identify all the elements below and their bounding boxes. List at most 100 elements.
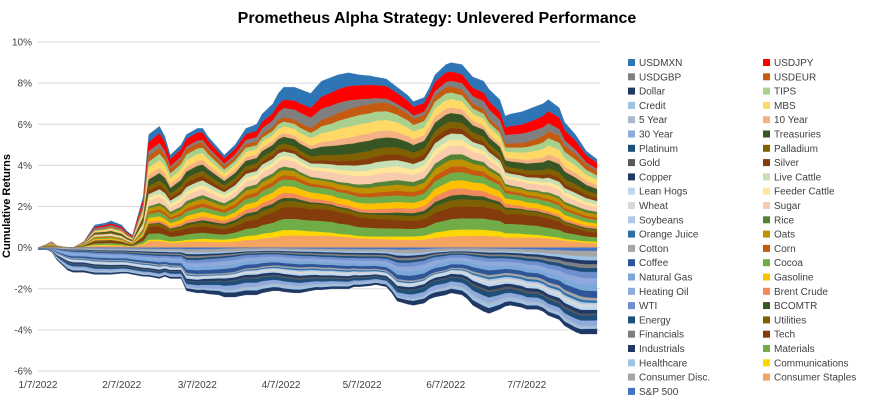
- x-tick-label: 2/7/2022: [102, 380, 141, 391]
- y-tick-label: 10%: [12, 38, 32, 49]
- legend-swatch-tips: [763, 87, 770, 95]
- legend-swatch-usdeur: [763, 73, 770, 81]
- legend-swatch-rice: [763, 216, 770, 224]
- legend-label-rice: Rice: [774, 215, 794, 226]
- legend-swatch-dollar: [628, 87, 635, 95]
- legend-label-gold: Gold: [639, 158, 660, 169]
- legend-swatch-lean-hogs: [628, 187, 635, 195]
- y-tick-label: -6%: [14, 367, 32, 378]
- legend-swatch-credit: [628, 101, 635, 109]
- y-tick-label: -2%: [14, 284, 32, 295]
- legend-swatch-healthcare: [628, 359, 635, 367]
- legend-label-financials: Financials: [639, 330, 684, 341]
- legend-label-energy: Energy: [639, 315, 671, 326]
- legend-swatch-usdjpy: [763, 59, 770, 66]
- legend-swatch-financials: [628, 330, 635, 338]
- y-tick-label: 0%: [18, 243, 33, 254]
- legend-swatch-gold: [628, 159, 635, 167]
- legend-label-copper: Copper: [639, 172, 672, 183]
- legend-swatch-corn: [763, 244, 770, 252]
- legend-swatch-consumer-staples: [763, 373, 770, 381]
- legend-label-s-p-500: S&P 500: [639, 387, 679, 398]
- y-tick-label: -4%: [14, 325, 32, 336]
- legend-label-coffee: Coffee: [639, 258, 669, 269]
- legend-swatch-oats: [763, 230, 770, 238]
- legend-label-lean-hogs: Lean Hogs: [639, 187, 687, 198]
- legend-swatch-s-p-500: [628, 387, 635, 395]
- legend-label-soybeans: Soybeans: [639, 215, 683, 226]
- legend-swatch-silver: [763, 159, 770, 167]
- legend-swatch-gasoline: [763, 273, 770, 281]
- legend-swatch-brent-crude: [763, 287, 770, 295]
- y-tick-label: 8%: [18, 79, 33, 90]
- legend-label-gasoline: Gasoline: [774, 273, 814, 284]
- legend-swatch-wti: [628, 302, 635, 310]
- legend: USDMXN USDJPY USDGBP USDEUR Dollar TIPS Credit…: [628, 58, 856, 398]
- legend-label-tips: TIPS: [774, 87, 797, 98]
- legend-swatch-5-year: [628, 116, 635, 124]
- stacked-areas: [37, 62, 598, 335]
- legend-label-wti: WTI: [639, 301, 657, 312]
- legend-swatch-palladium: [763, 144, 770, 152]
- legend-label-feeder-cattle: Feeder Cattle: [774, 187, 835, 198]
- legend-swatch-bcomtr: [763, 302, 770, 310]
- legend-swatch-tech: [763, 330, 770, 338]
- legend-label-30-year: 30 Year: [639, 130, 674, 141]
- legend-label-palladium: Palladium: [774, 144, 818, 155]
- legend-label-usdjpy: USDJPY: [774, 58, 814, 69]
- x-tick-label: 6/7/2022: [426, 380, 465, 391]
- legend-swatch-treasuries: [763, 130, 770, 138]
- legend-swatch-communications: [763, 359, 770, 367]
- legend-label-healthcare: Healthcare: [639, 358, 688, 369]
- legend-label-natural-gas: Natural Gas: [639, 273, 692, 284]
- y-tick-label: 4%: [18, 161, 33, 172]
- legend-swatch-30-year: [628, 130, 635, 138]
- legend-label-consumer-staples: Consumer Staples: [774, 373, 856, 384]
- legend-label-bcomtr: BCOMTR: [774, 301, 817, 312]
- area-series-s-p-500: [38, 247, 598, 251]
- legend-swatch-cotton: [628, 244, 635, 252]
- legend-swatch-industrials: [628, 345, 635, 352]
- legend-swatch-wheat: [628, 202, 635, 209]
- legend-label-usdmxn: USDMXN: [639, 58, 682, 69]
- legend-label-consumer-disc-: Consumer Disc.: [639, 373, 710, 384]
- legend-swatch-consumer-disc-: [628, 373, 635, 381]
- legend-swatch-materials: [763, 345, 770, 352]
- legend-label-dollar: Dollar: [639, 87, 666, 98]
- legend-swatch-heating-oil: [628, 287, 635, 295]
- legend-swatch-feeder-cattle: [763, 187, 770, 195]
- legend-swatch-energy: [628, 316, 635, 324]
- legend-label-5-year: 5 Year: [639, 115, 668, 126]
- legend-label-orange-juice: Orange Juice: [639, 230, 699, 241]
- legend-label-brent-crude: Brent Crude: [774, 287, 828, 298]
- legend-swatch-natural-gas: [628, 273, 635, 281]
- legend-label-platinum: Platinum: [639, 144, 678, 155]
- x-tick-label: 7/7/2022: [507, 380, 546, 391]
- legend-label-heating-oil: Heating Oil: [639, 287, 688, 298]
- legend-label-cocoa: Cocoa: [774, 258, 803, 269]
- x-tick-label: 5/7/2022: [343, 380, 382, 391]
- legend-label-mbs: MBS: [774, 101, 796, 112]
- legend-label-usdeur: USDEUR: [774, 72, 816, 83]
- legend-label-oats: Oats: [774, 230, 795, 241]
- y-tick-labels: 10% 8% 6% 4% 2% 0% -2% -4% -6%: [12, 38, 32, 378]
- legend-swatch-10-year: [763, 116, 770, 124]
- legend-swatch-platinum: [628, 144, 635, 152]
- legend-label-sugar: Sugar: [774, 201, 801, 212]
- legend-swatch-coffee: [628, 259, 635, 267]
- legend-swatch-sugar: [763, 202, 770, 209]
- legend-label-treasuries: Treasuries: [774, 130, 821, 141]
- legend-label-cotton: Cotton: [639, 244, 668, 255]
- legend-swatch-copper: [628, 173, 635, 181]
- legend-label-corn: Corn: [774, 244, 796, 255]
- x-tick-labels: 1/7/2022 2/7/2022 3/7/2022 4/7/2022 5/7/2022…: [19, 380, 547, 391]
- legend-swatch-utilities: [763, 316, 770, 324]
- legend-label-wheat: Wheat: [639, 201, 668, 212]
- legend-label-live-cattle: Live Cattle: [774, 172, 822, 183]
- x-tick-label: 1/7/2022: [19, 380, 58, 391]
- legend-swatch-usdmxn: [628, 59, 635, 66]
- legend-label-silver: Silver: [774, 158, 800, 169]
- x-tick-label: 4/7/2022: [262, 380, 301, 391]
- y-tick-label: 6%: [18, 120, 33, 131]
